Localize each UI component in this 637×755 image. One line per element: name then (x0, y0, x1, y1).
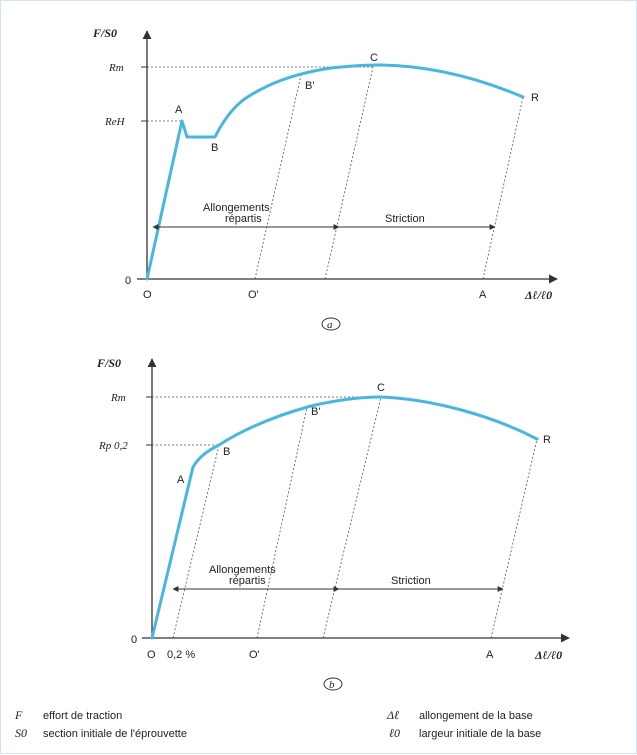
legend-symbol-s0: S0 (15, 726, 27, 740)
caption-a: a (327, 319, 333, 331)
unload-line-c-a (324, 66, 374, 280)
x-label-a-b: A (486, 649, 494, 661)
x-axis-title-a: Δℓ/ℓ0 (524, 288, 552, 302)
point-label-r-a: R (531, 92, 539, 104)
stress-strain-curve-a (145, 63, 525, 281)
annotation-allongements-a: Allongements (203, 202, 270, 214)
tick-label-zero-b: 0 (131, 634, 137, 646)
point-label-bprime-a: B' (305, 80, 314, 92)
unload-line-c-b (322, 396, 382, 639)
x-label-offset-b: 0,2 % (167, 649, 195, 661)
legend-text-l0: largeur initiale de la base (419, 728, 541, 740)
diagram-b: F/S0 Rm Rp 0,2 0 A B B' C R O 0,2 % O' A… (96, 356, 570, 691)
tick-label-reh-a: ReH (104, 116, 126, 128)
legend-text-f: effort de traction (43, 710, 122, 722)
legend-symbol-l0: ℓ0 (389, 726, 400, 740)
annotation-striction-a: Striction (385, 213, 425, 225)
tick-label-zero-a: 0 (125, 275, 131, 287)
legend-text-delta-l: allongement de la base (419, 710, 533, 722)
legend-symbol-f: F (14, 708, 23, 722)
legend-symbol-delta-l: Δℓ (386, 708, 399, 722)
tick-label-rp-b: Rp 0,2 (98, 440, 128, 452)
tick-label-rm-a: Rm (108, 62, 124, 74)
y-axis-title-a: F/S0 (92, 26, 117, 40)
point-label-bprime-b: B' (311, 406, 320, 418)
unload-line-r-b (490, 438, 538, 639)
x-label-oprime-a: O' (248, 289, 259, 301)
legend: F effort de traction S0 section initiale… (14, 708, 541, 740)
x-label-a-a: A (479, 289, 487, 301)
x-label-oprime-b: O' (249, 649, 260, 661)
stress-strain-curve-b (150, 395, 539, 640)
diagram-a: F/S0 Rm ReH 0 A B B' C R O O' A Δℓ/ℓ0 Al… (92, 26, 558, 331)
point-label-a-a: A (175, 104, 183, 116)
point-label-a-b: A (177, 474, 185, 486)
tick-label-rm-b: Rm (110, 392, 126, 404)
offset-line-b (172, 444, 220, 639)
x-label-o-a: O (143, 289, 152, 301)
annotation-striction-b: Striction (391, 575, 431, 587)
caption-circle-a (321, 317, 341, 331)
y-axis-title-b: F/S0 (96, 356, 121, 370)
x-axis-title-b: Δℓ/ℓ0 (534, 648, 562, 662)
caption-b: b (329, 679, 335, 691)
point-label-b-b: B (223, 446, 230, 458)
annotation-allongements-b: Allongements (209, 564, 276, 576)
point-label-b-a: B (211, 142, 218, 154)
unload-line-r-a (482, 96, 524, 280)
unload-line-bprime-a (254, 74, 302, 280)
point-label-r-b: R (543, 434, 551, 446)
caption-circle-b (323, 677, 343, 691)
annotation-repartis-b: répartis (229, 575, 266, 587)
x-label-o-b: O (147, 649, 156, 661)
point-label-c-b: C (377, 382, 385, 394)
annotation-repartis-a: répartis (225, 213, 262, 225)
point-label-c-a: C (370, 52, 378, 64)
unload-line-bprime-b (256, 406, 308, 639)
legend-text-s0: section initiale de l'éprouvette (43, 728, 187, 740)
